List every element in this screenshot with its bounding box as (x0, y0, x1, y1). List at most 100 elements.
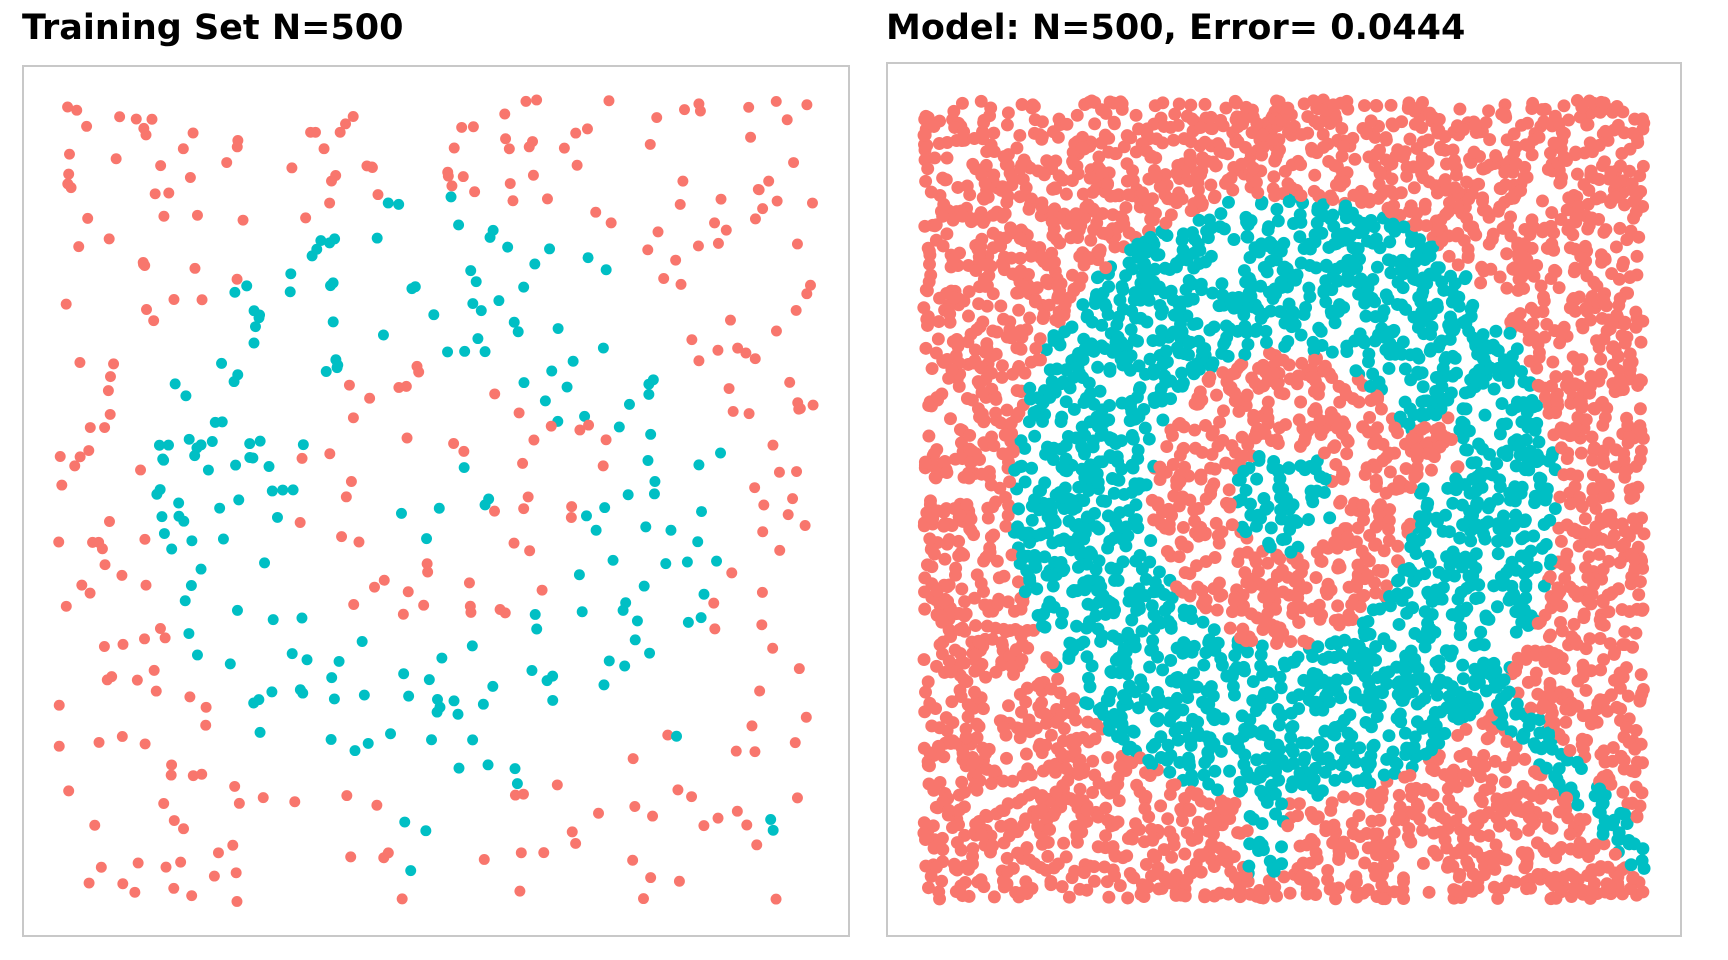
point-class-0 (751, 839, 763, 851)
point-class-1 (1266, 292, 1280, 305)
point-class-0 (1636, 314, 1650, 328)
point-class-0 (758, 499, 770, 511)
point-class-1 (1023, 536, 1037, 549)
point-class-1 (228, 376, 240, 388)
point-class-0 (1462, 192, 1476, 206)
point-class-0 (1534, 279, 1548, 293)
point-class-0 (1582, 550, 1596, 564)
point-class-1 (1284, 742, 1298, 756)
point-class-0 (1587, 401, 1601, 415)
point-class-0 (189, 262, 201, 274)
point-class-0 (1120, 849, 1134, 863)
point-class-0 (1498, 775, 1512, 789)
point-class-1 (1121, 667, 1135, 681)
point-class-1 (267, 614, 279, 626)
point-class-0 (1489, 838, 1503, 852)
point-class-1 (169, 378, 181, 390)
point-class-0 (1376, 892, 1390, 906)
point-class-0 (1071, 167, 1085, 181)
point-class-0 (159, 632, 171, 644)
point-class-1 (1432, 654, 1446, 668)
point-class-0 (1261, 411, 1275, 425)
point-class-1 (1312, 736, 1326, 749)
point-class-1 (406, 283, 418, 295)
point-class-1 (1182, 755, 1196, 769)
point-class-1 (1504, 725, 1518, 739)
point-class-0 (1027, 100, 1041, 113)
point-class-1 (1325, 283, 1339, 297)
point-class-1 (217, 533, 229, 545)
point-class-1 (649, 476, 661, 487)
point-class-0 (494, 604, 506, 615)
point-class-0 (1126, 164, 1140, 178)
point-class-0 (782, 509, 794, 521)
point-class-1 (285, 268, 297, 280)
point-class-1 (1461, 443, 1474, 457)
point-class-0 (1268, 880, 1282, 894)
point-class-1 (1143, 660, 1157, 674)
point-class-0 (948, 643, 962, 657)
point-class-0 (1471, 881, 1485, 895)
point-class-0 (1607, 647, 1621, 661)
point-class-1 (1175, 325, 1189, 339)
point-class-0 (1486, 227, 1500, 241)
point-class-0 (1333, 496, 1347, 510)
point-class-0 (946, 716, 960, 730)
point-class-0 (1575, 353, 1589, 367)
point-class-0 (1529, 305, 1543, 319)
point-class-0 (1311, 387, 1325, 401)
point-class-0 (918, 455, 932, 469)
point-class-0 (1405, 203, 1419, 217)
point-class-0 (600, 434, 612, 446)
point-class-0 (154, 623, 166, 634)
point-class-0 (1577, 178, 1591, 192)
point-class-1 (1187, 666, 1201, 680)
point-class-1 (467, 298, 479, 310)
point-class-1 (1383, 639, 1397, 653)
point-class-0 (987, 126, 1001, 140)
point-class-1 (1421, 549, 1435, 563)
point-class-0 (421, 558, 433, 570)
point-class-1 (1207, 623, 1221, 637)
point-class-1 (1476, 442, 1490, 456)
point-class-0 (1143, 769, 1157, 782)
point-class-0 (1545, 821, 1559, 835)
point-class-0 (1153, 473, 1167, 486)
point-class-0 (1223, 500, 1237, 514)
point-class-1 (1028, 429, 1042, 443)
point-class-0 (770, 893, 782, 905)
point-class-0 (1629, 205, 1643, 219)
point-class-1 (315, 235, 327, 247)
point-class-0 (76, 579, 88, 591)
point-class-0 (1090, 216, 1104, 230)
point-class-0 (651, 112, 663, 124)
point-class-0 (1613, 221, 1627, 235)
point-class-0 (1305, 144, 1319, 158)
point-class-1 (356, 636, 368, 647)
point-class-1 (1352, 287, 1366, 301)
point-class-0 (393, 381, 405, 393)
point-class-1 (1353, 741, 1367, 755)
point-class-0 (925, 719, 939, 733)
point-class-0 (1604, 777, 1618, 791)
point-class-1 (1161, 738, 1175, 752)
point-class-0 (1369, 461, 1383, 475)
point-class-0 (140, 129, 152, 141)
point-class-0 (1626, 126, 1640, 140)
point-class-0 (1139, 789, 1153, 803)
point-class-0 (1461, 249, 1475, 263)
point-class-1 (1182, 273, 1196, 287)
point-class-0 (1294, 395, 1308, 409)
point-class-0 (83, 445, 95, 457)
point-class-1 (1429, 583, 1443, 597)
point-class-0 (56, 479, 68, 491)
point-class-0 (801, 99, 813, 111)
point-class-0 (1369, 99, 1383, 112)
point-class-0 (709, 623, 721, 635)
point-class-1 (1275, 708, 1289, 722)
point-class-0 (1518, 861, 1532, 875)
point-class-1 (253, 694, 265, 706)
point-class-0 (997, 312, 1010, 326)
point-class-0 (1362, 554, 1376, 568)
point-class-0 (1599, 124, 1612, 138)
